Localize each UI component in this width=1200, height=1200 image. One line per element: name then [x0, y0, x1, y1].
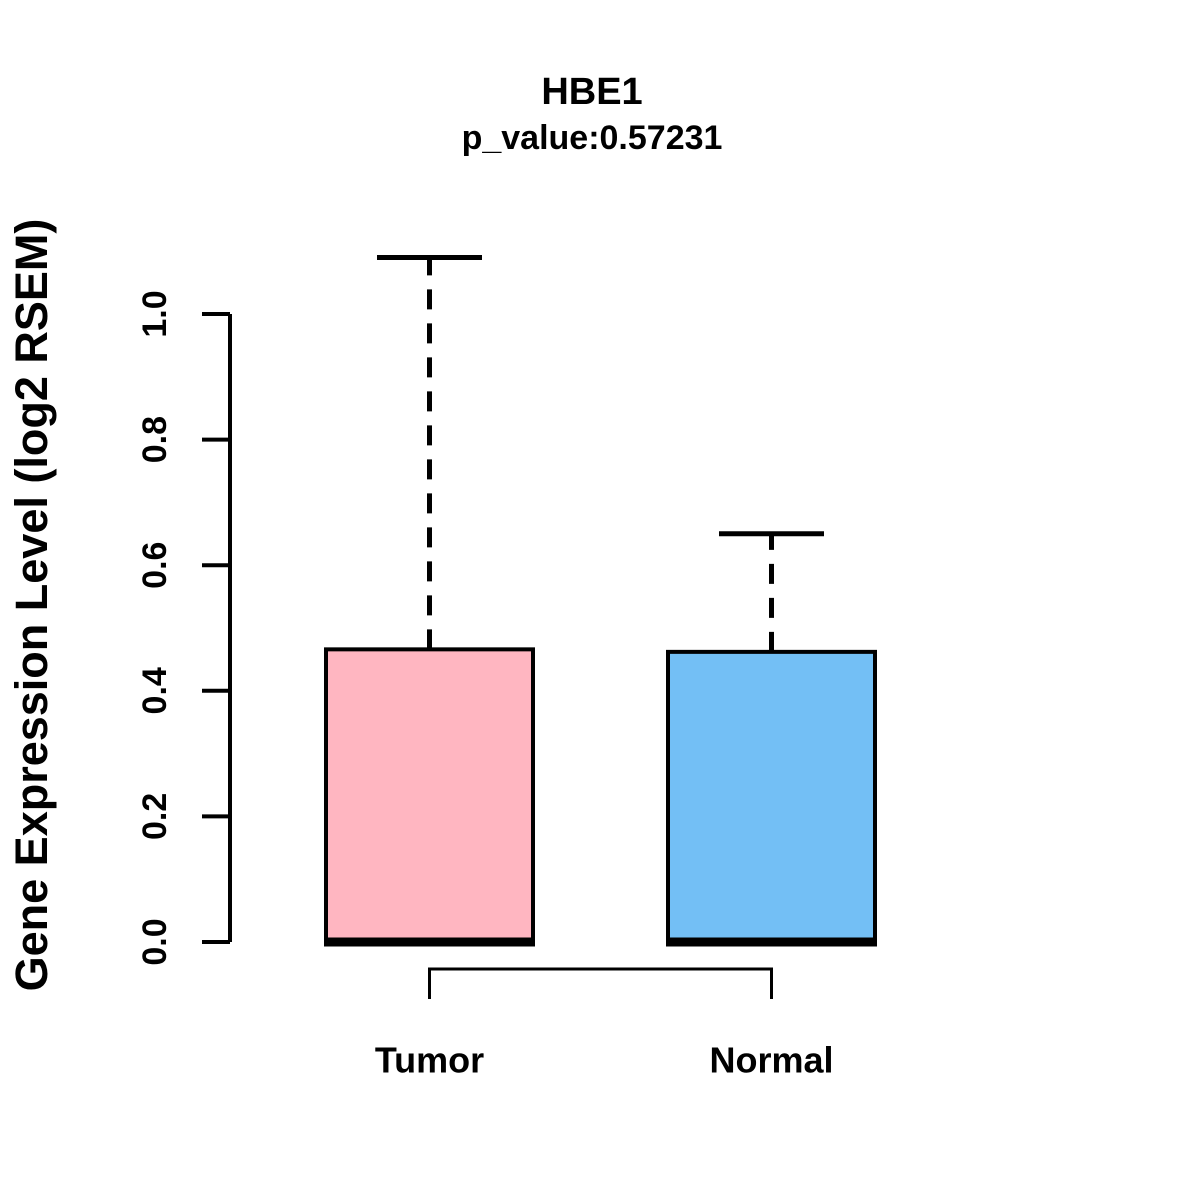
y-axis-tick-label: 0.2	[136, 793, 174, 840]
box-normal	[666, 649, 877, 944]
comparison-bracket	[428, 967, 773, 999]
chart-subtitle: p_value:0.57231	[461, 119, 723, 157]
y-axis-tick-label: 1.0	[136, 290, 174, 337]
y-axis-tick-label: 0.6	[136, 542, 174, 589]
y-axis-tick-label: 0.0	[136, 918, 174, 965]
chart-title: HBE1	[541, 71, 643, 113]
y-axis-tick-label: 0.8	[136, 416, 174, 463]
box-tumor	[324, 647, 535, 944]
chart-title-block: HBE1 p_value:0.57231	[230, 70, 954, 158]
group-label-normal: Normal	[709, 1040, 833, 1081]
group-label-tumor: Tumor	[375, 1040, 484, 1081]
y-axis-tick-label: 0.4	[136, 667, 174, 714]
